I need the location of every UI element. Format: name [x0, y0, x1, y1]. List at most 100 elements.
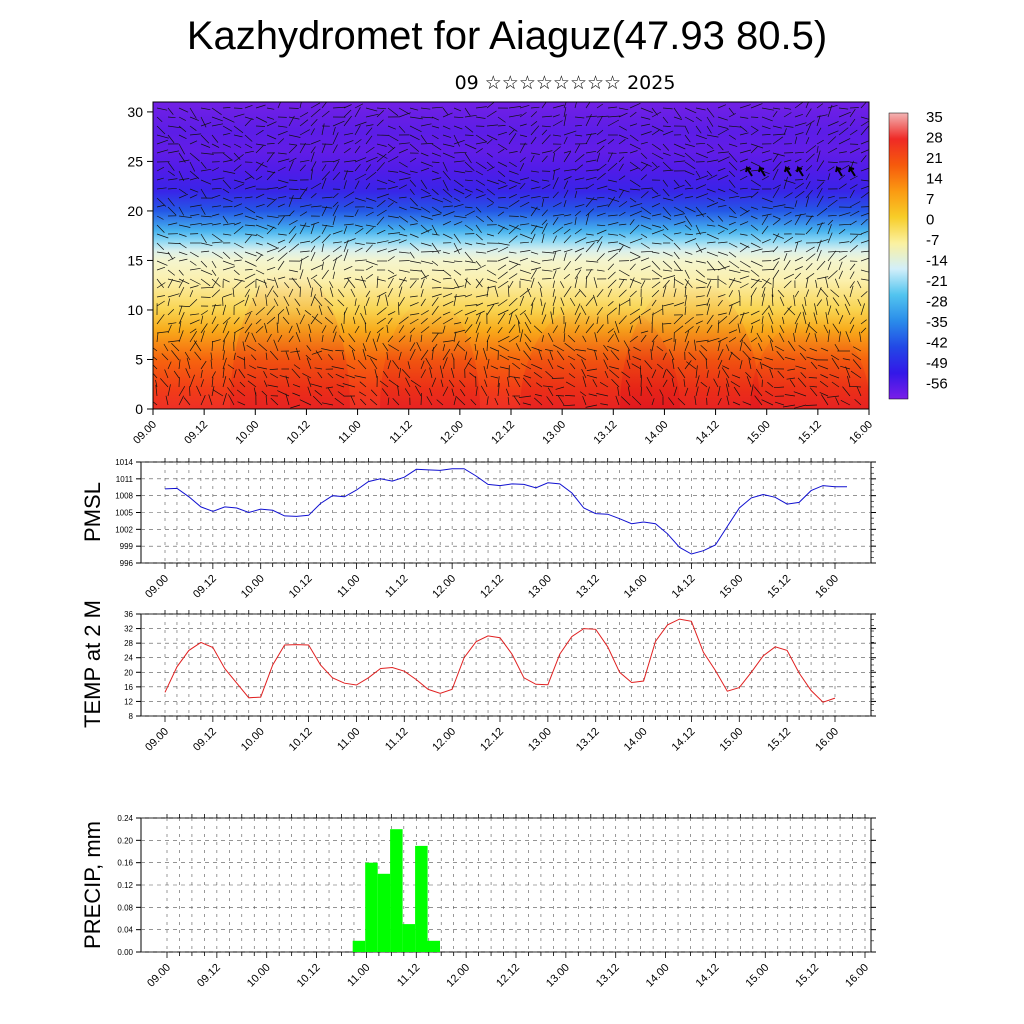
pmsl-xtick-label: 10.12: [287, 573, 315, 601]
xtick-label: 13.12: [591, 419, 619, 447]
temp-xtick-label: 15.12: [765, 726, 793, 754]
pmsl-ytick-label: 1005: [115, 509, 133, 518]
temp-xtick-label: 10.12: [287, 726, 315, 754]
temp-ylabel: TEMP at 2 M: [80, 600, 105, 728]
pmsl-ytick-label: 1011: [116, 475, 134, 484]
pmsl-ytick-label: 1014: [115, 458, 133, 467]
precip-bar: [402, 924, 416, 952]
xtick-label: 12.00: [438, 419, 466, 447]
pmsl-series-line: [164, 468, 847, 555]
warm-core-3: [620, 279, 760, 409]
precip-ytick-label: 0.04: [117, 926, 133, 935]
pmsl-ylabel: PMSL: [80, 482, 105, 542]
pmsl-xtick-label: 09.12: [191, 573, 219, 601]
temp-series-line: [164, 618, 836, 703]
pmsl-xtick-label: 13.12: [574, 573, 602, 601]
colorbar-label: 35: [926, 109, 943, 126]
temp-xtick-label: 14.00: [622, 726, 650, 754]
precip-xtick-label: 09.00: [145, 962, 173, 990]
xtick-label: 13.00: [540, 419, 568, 447]
ytick-label: 10: [127, 302, 143, 318]
precip-xtick-label: 15.12: [793, 962, 821, 990]
precip-xtick-label: 10.00: [245, 962, 273, 990]
xtick-label: 09.00: [131, 419, 159, 447]
precip-xtick-label: 15.00: [743, 962, 771, 990]
xtick-label: 14.00: [643, 419, 671, 447]
precip-xtick-label: 13.00: [544, 962, 572, 990]
precip-bar: [427, 940, 440, 952]
wind-arrow-4: [835, 165, 843, 177]
pmsl-ytick-label: 999: [120, 542, 134, 551]
temp-xtick-label: 15.00: [717, 726, 745, 754]
precip-bar: [415, 845, 428, 952]
cross-section-panel: 0 5 10 15 20 25 30 09.00 09.12 10.00 10.12 11.00 11.…: [127, 101, 875, 447]
pmsl-xtick-label: 14.00: [622, 573, 650, 601]
ytick-label: 20: [127, 203, 143, 219]
colorbar-label: -56: [926, 376, 948, 393]
ytick-label: 5: [135, 351, 143, 367]
precip-xtick-label: 10.12: [295, 962, 323, 990]
temp-xtick-label: 11.12: [383, 726, 410, 753]
precip-xtick-label: 09.12: [195, 962, 223, 990]
temp-ytick-label: 20: [124, 668, 133, 677]
wind-arrow-0: [745, 165, 753, 177]
precip-xtick-label: 12.00: [444, 962, 472, 990]
pmsl-ytick-label: 1002: [115, 525, 133, 534]
colorbar-label: 14: [926, 171, 943, 188]
temp-xtick-label: 16.00: [813, 726, 841, 754]
precip-ytick-label: 0.16: [117, 859, 133, 868]
precip-xtick-label: 11.00: [345, 962, 372, 989]
precip-xtick-label: 16.00: [843, 962, 871, 990]
xtick-label: 12.12: [489, 419, 517, 447]
temp-xtick-label: 13.12: [574, 726, 602, 754]
precip-xtick-label: 14.00: [644, 962, 672, 990]
temp-xtick-label: 09.00: [143, 726, 171, 754]
pmsl-ytick-label: 1008: [115, 492, 133, 501]
temp-xtick-label: 10.00: [239, 726, 267, 754]
temp-ytick-label: 12: [124, 697, 133, 706]
colorbar-label: -28: [926, 294, 948, 311]
temp-xtick-label: 09.12: [191, 726, 219, 754]
xtick-label: 10.12: [285, 419, 313, 447]
ytick-label: 30: [127, 104, 143, 120]
ytick-label: 25: [127, 153, 143, 169]
pmsl-ytick-label: 996: [120, 559, 134, 568]
precip-panel: 0.00 0.04 0.08 0.12 0.16 0.20 0.24 09.00 09.12 10…: [80, 814, 876, 990]
precip-frame: [140, 817, 872, 953]
colorbar-label: -49: [926, 355, 948, 372]
temp-xtick-label: 12.00: [430, 726, 458, 754]
precip-ytick-label: 0.08: [117, 903, 133, 912]
colorbar-ramp: [888, 112, 909, 400]
temp-xtick-label: 11.00: [335, 726, 362, 753]
colorbar-label: -42: [926, 335, 948, 352]
precip-ytick-label: 0.24: [117, 814, 133, 823]
precip-ytick-label: 0.12: [117, 881, 133, 890]
precip-ylabel: PRECIP, mm: [80, 821, 105, 949]
precip-ytick-label: 0.00: [117, 948, 133, 957]
pmsl-xtick-label: 11.12: [383, 573, 410, 600]
temp-ytick-label: 8: [129, 712, 134, 721]
pmsl-xtick-label: 11.00: [335, 573, 362, 600]
precip-xtick-label: 11.12: [395, 962, 422, 989]
pmsl-panel: 996 999 1002 1005 1008 1011 1014 09.00 09.12 10.0…: [80, 458, 876, 601]
temp-xtick-label: 13.00: [526, 726, 554, 754]
pmsl-xtick-label: 13.00: [526, 573, 554, 601]
colorbar-label: 28: [926, 130, 943, 147]
pmsl-xtick-label: 10.00: [239, 573, 267, 601]
xtick-label: 10.00: [233, 419, 261, 447]
wind-arrow-3: [796, 165, 804, 177]
temp-ytick-label: 28: [124, 639, 133, 648]
colorbar: 35 28 21 14 7 0 -7 -14 -21 -28 -35 -42 -49 -56: [888, 109, 948, 400]
temp-ytick-label: 16: [124, 683, 133, 692]
colorbar-label: 0: [926, 212, 934, 229]
xtick-label: 11.12: [387, 419, 414, 446]
precip-xtick-label: 12.12: [494, 962, 522, 990]
xtick-label: 15.00: [745, 419, 773, 447]
chart-subtitle: 09 ☆☆☆☆☆☆☆☆ 2025: [454, 72, 676, 94]
precip-bar: [352, 940, 366, 952]
ytick-label: 0: [135, 401, 143, 417]
xtick-label: 11.00: [336, 419, 363, 446]
pmsl-xtick-label: 15.00: [717, 573, 745, 601]
temp-panel: 8 12 16 20 24 28 32 36 09.00 09.12 10.00 10.12 11.00…: [80, 600, 876, 754]
wind-arrow-5: [848, 165, 856, 177]
